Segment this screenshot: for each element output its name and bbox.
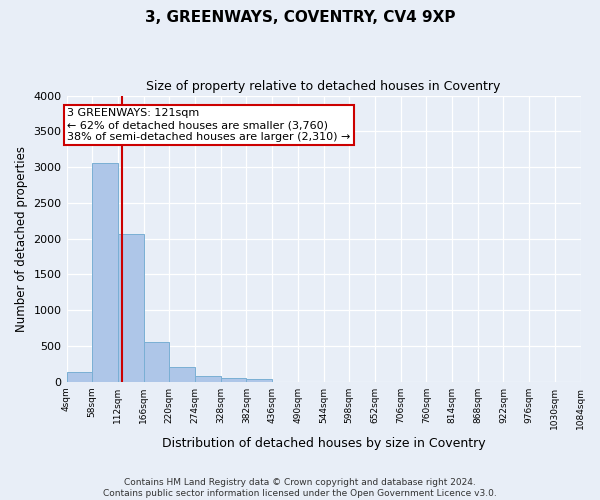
Text: 3 GREENWAYS: 121sqm
← 62% of detached houses are smaller (3,760)
38% of semi-det: 3 GREENWAYS: 121sqm ← 62% of detached ho… bbox=[67, 108, 350, 142]
Title: Size of property relative to detached houses in Coventry: Size of property relative to detached ho… bbox=[146, 80, 501, 93]
Bar bbox=[143, 342, 169, 382]
Bar bbox=[67, 372, 92, 382]
Text: Contains HM Land Registry data © Crown copyright and database right 2024.
Contai: Contains HM Land Registry data © Crown c… bbox=[103, 478, 497, 498]
X-axis label: Distribution of detached houses by size in Coventry: Distribution of detached houses by size … bbox=[162, 437, 485, 450]
Bar bbox=[247, 379, 272, 382]
Bar bbox=[195, 376, 221, 382]
Bar bbox=[221, 378, 247, 382]
Text: 3, GREENWAYS, COVENTRY, CV4 9XP: 3, GREENWAYS, COVENTRY, CV4 9XP bbox=[145, 10, 455, 25]
Y-axis label: Number of detached properties: Number of detached properties bbox=[15, 146, 28, 332]
Bar bbox=[169, 368, 195, 382]
Bar bbox=[92, 163, 118, 382]
Bar bbox=[118, 234, 143, 382]
